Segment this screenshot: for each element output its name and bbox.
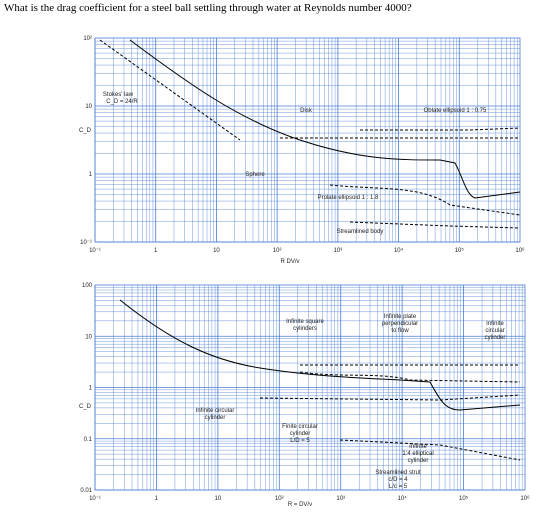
annotation: Infinite plate xyxy=(384,314,417,320)
curve xyxy=(129,39,521,199)
curve xyxy=(299,371,521,383)
x-tick-label: 10³ xyxy=(334,248,343,254)
y-tick-label: 10 xyxy=(85,104,92,110)
annotation: L/D = 5 xyxy=(290,438,310,444)
x-tick-label: 10³ xyxy=(336,496,345,502)
x-tick-label: 10 xyxy=(213,248,220,254)
x-tick-label: 10 xyxy=(215,496,222,502)
y-tick-label: 0.1 xyxy=(84,437,93,443)
y-tick-label: 100 xyxy=(82,283,93,289)
annotation: Streamlined body xyxy=(337,229,384,235)
annotation: cylinders xyxy=(293,326,317,332)
annotation: cylinder xyxy=(290,431,311,437)
annotation: Finite circular xyxy=(282,424,318,430)
annotation: cylinder xyxy=(408,458,429,464)
axis-label: R = DV/ν xyxy=(288,502,312,508)
annotation: c/D = 4 xyxy=(388,477,408,483)
annotation: 1:4 elliptical xyxy=(402,451,433,457)
x-tick-label: 10⁻¹ xyxy=(89,496,101,502)
x-tick-label: 10⁶ xyxy=(520,495,530,502)
annotation: Infinite square xyxy=(286,319,324,325)
annotation: Streamlined strut xyxy=(375,470,421,476)
x-tick-label: 1 xyxy=(154,248,158,254)
annotation: Oblate ellipsoid 1 : 0.75 xyxy=(424,108,487,114)
axis-label: C_D xyxy=(79,128,92,134)
annotation: Sphere xyxy=(245,172,265,178)
axis-label: C_D xyxy=(79,404,92,410)
y-tick-label: 10 xyxy=(85,334,92,340)
x-tick-label: 10⁴ xyxy=(394,247,404,254)
annotation: Infinite xyxy=(486,321,504,327)
annotation: L/c = 5 xyxy=(389,484,408,490)
y-tick-label: 0.01 xyxy=(80,488,92,494)
question: What is the drag coefficient for a steel… xyxy=(4,2,412,14)
annotation: Infinite circular xyxy=(196,408,235,414)
curve xyxy=(119,299,521,411)
annotation: cylinder xyxy=(205,415,226,421)
curve xyxy=(349,221,521,229)
x-tick-label: 1 xyxy=(155,496,159,502)
annotation: Stokes' law xyxy=(103,92,134,98)
annotation: cylinder xyxy=(485,335,506,341)
x-tick-label: 10⁵ xyxy=(459,495,469,502)
annotation: perpendicular xyxy=(382,321,418,327)
x-tick-label: 10⁴ xyxy=(398,495,408,502)
plot-frame xyxy=(94,37,521,243)
x-tick-label: 10⁻¹ xyxy=(89,248,101,254)
curve xyxy=(99,39,241,141)
annotation: to flow xyxy=(391,328,409,334)
y-tick-label: 10⁻¹ xyxy=(80,240,92,246)
curve xyxy=(259,394,521,401)
x-tick-label: 10² xyxy=(275,496,284,502)
curve xyxy=(339,439,521,461)
x-tick-label: 10⁶ xyxy=(515,247,525,254)
annotation: Prolate ellipsoid 1 : 1.8 xyxy=(318,195,379,201)
curve xyxy=(329,184,521,216)
y-tick-label: 1 xyxy=(89,172,93,178)
y-tick-label: 10² xyxy=(83,36,92,42)
curve xyxy=(360,127,521,131)
annotation: circular xyxy=(485,328,504,334)
annotation: Infinite xyxy=(409,444,427,450)
y-tick-label: 1 xyxy=(89,386,93,392)
x-tick-label: 10⁵ xyxy=(455,247,465,254)
annotation: C_D = 24/R xyxy=(106,99,138,105)
plot-frame xyxy=(94,284,526,491)
x-tick-label: 10² xyxy=(273,248,282,254)
annotation: Disk xyxy=(300,108,313,114)
axis-label: R DV/ν xyxy=(280,259,299,265)
